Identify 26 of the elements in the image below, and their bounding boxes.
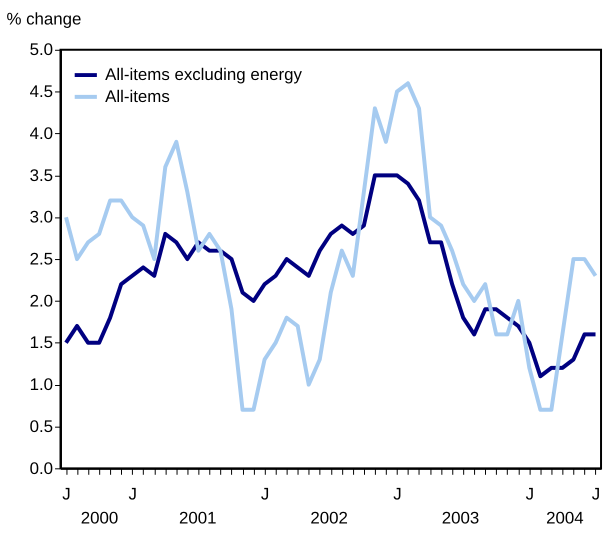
- y-tick-label: 2.0: [30, 291, 54, 310]
- x-tick-label: J: [128, 484, 137, 504]
- y-tick-label: 0.0: [30, 458, 54, 478]
- x-tick-label: J: [393, 484, 402, 504]
- x-tick-label: J: [526, 484, 534, 504]
- y-tick-label: 1.5: [30, 333, 54, 352]
- x2-tick-label: 2004: [546, 508, 584, 528]
- y-tick-label: 3.0: [30, 208, 54, 227]
- x-tick-label: J: [62, 484, 71, 504]
- y-tick-label: 1.0: [30, 375, 54, 394]
- y-tick-label: 4.0: [30, 124, 54, 143]
- y-tick-label: 3.5: [30, 166, 54, 185]
- x-tick-label: J: [592, 484, 600, 504]
- y-tick-label: 0.5: [30, 416, 54, 436]
- x-tick-label: J: [260, 484, 270, 504]
- y-tick-label: 4.5: [30, 82, 54, 102]
- x2-tick-label: 2003: [442, 508, 480, 528]
- x2-tick-label: 2002: [310, 508, 348, 528]
- legend-label: All-items excluding energy: [105, 65, 302, 84]
- x2-tick-label: 2000: [80, 508, 118, 528]
- line-series: [64, 173, 598, 378]
- legend-label: All-items: [105, 86, 170, 106]
- y-axis-title: % change: [6, 9, 82, 28]
- y-tick-label: 2.5: [30, 250, 54, 269]
- y-tick-label: 5.0: [30, 40, 54, 60]
- x2-tick-label: 2001: [178, 508, 217, 528]
